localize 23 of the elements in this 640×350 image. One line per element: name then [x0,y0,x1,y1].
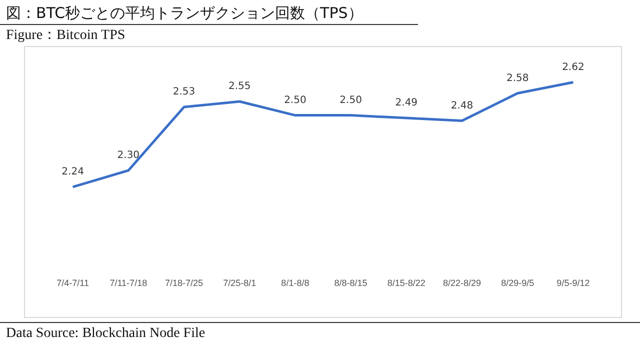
x-tick-label: 8/22-8/29 [442,278,482,288]
chart-subtitle: Figure：Bitcoin TPS [6,27,126,44]
data-label: 2.24 [62,166,84,178]
x-tick-label: 8/15-8/22 [387,278,426,288]
x-tick-label: 7/11-7/18 [110,278,148,288]
data-label: 2.62 [562,62,584,73]
data-label: 2.48 [450,100,474,112]
data-label: 2.58 [506,72,529,84]
x-tick-label: 7/18-7/25 [164,278,204,288]
source-note: Data Source: Blockchain Node File [6,326,206,342]
chart-title: 図：BTC秒ごとの平均トランザクション回数（TPS） [6,4,363,23]
data-label: 2.30 [117,150,140,161]
data-label: 2.55 [228,81,251,92]
x-tick-label: 9/5-9/12 [556,278,590,288]
data-label: 2.53 [172,86,196,98]
x-tick-label: 8/1-8/8 [281,278,310,288]
x-tick-label: 8/8-8/15 [334,278,368,288]
x-tick-label: 7/4-7/11 [56,278,89,288]
x-tick-label: 7/25-8/1 [223,278,256,288]
data-label: 2.50 [340,94,362,106]
x-tick-label: 8/29-9/5 [501,278,534,288]
data-label: 2.49 [395,98,418,109]
data-label: 2.50 [284,94,306,106]
